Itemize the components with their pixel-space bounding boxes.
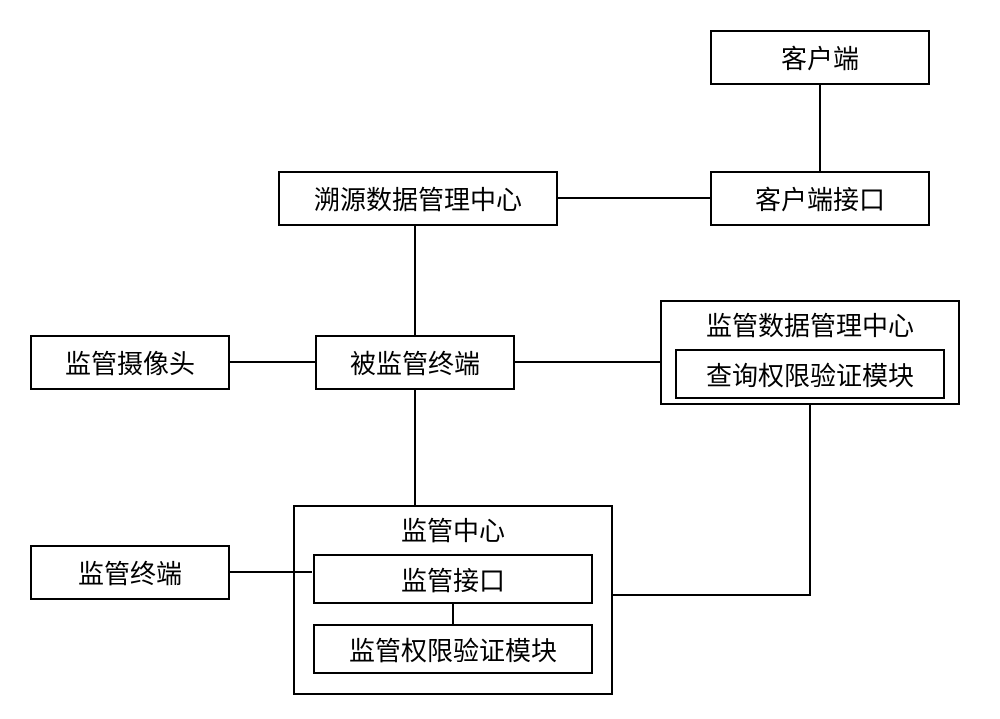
node-supervision-data-center-title: 监管数据管理中心 xyxy=(662,306,958,343)
node-client-label: 客户端 xyxy=(781,39,859,76)
node-supervision-camera: 监管摄像头 xyxy=(30,335,230,390)
edge-tracecenter-clientinterface xyxy=(558,197,710,199)
node-supervision-terminal: 监管终端 xyxy=(30,545,230,600)
edge-camera-supervisedterminal xyxy=(230,361,315,363)
node-supervision-data-center: 监管数据管理中心 查询权限验证模块 xyxy=(660,300,960,405)
edge-datacenter-supervisioncenter-v xyxy=(809,405,811,595)
edge-tracecenter-supervisedterminal xyxy=(414,226,416,335)
node-supervision-center: 监管中心 监管接口 监管权限验证模块 xyxy=(293,505,613,695)
edge-supervisionterminal-supervisioninterface xyxy=(230,571,312,573)
node-supervision-interface-label: 监管接口 xyxy=(401,561,505,598)
node-client: 客户端 xyxy=(710,30,930,85)
edge-inner1-inner2 xyxy=(452,606,454,624)
node-supervision-terminal-label: 监管终端 xyxy=(78,554,182,591)
node-trace-center: 溯源数据管理中心 xyxy=(278,171,558,226)
edge-datacenter-supervisioncenter-h xyxy=(613,594,811,596)
node-supervision-auth-module: 监管权限验证模块 xyxy=(313,624,593,674)
node-query-auth-module: 查询权限验证模块 xyxy=(675,349,945,399)
node-supervised-terminal: 被监管终端 xyxy=(315,335,515,390)
node-supervision-center-title: 监管中心 xyxy=(295,511,611,548)
edge-supervisedterminal-datacenter xyxy=(515,361,660,363)
node-supervision-auth-module-label: 监管权限验证模块 xyxy=(349,631,557,668)
edge-client-clientinterface xyxy=(819,85,821,171)
node-client-interface-label: 客户端接口 xyxy=(755,180,885,217)
node-supervision-interface: 监管接口 xyxy=(313,554,593,604)
node-client-interface: 客户端接口 xyxy=(710,171,930,226)
node-query-auth-module-label: 查询权限验证模块 xyxy=(706,356,914,393)
node-supervised-terminal-label: 被监管终端 xyxy=(350,344,480,381)
node-trace-center-label: 溯源数据管理中心 xyxy=(314,180,522,217)
edge-supervisedterminal-supervisioncenter xyxy=(414,390,416,505)
node-supervision-camera-label: 监管摄像头 xyxy=(65,344,195,381)
